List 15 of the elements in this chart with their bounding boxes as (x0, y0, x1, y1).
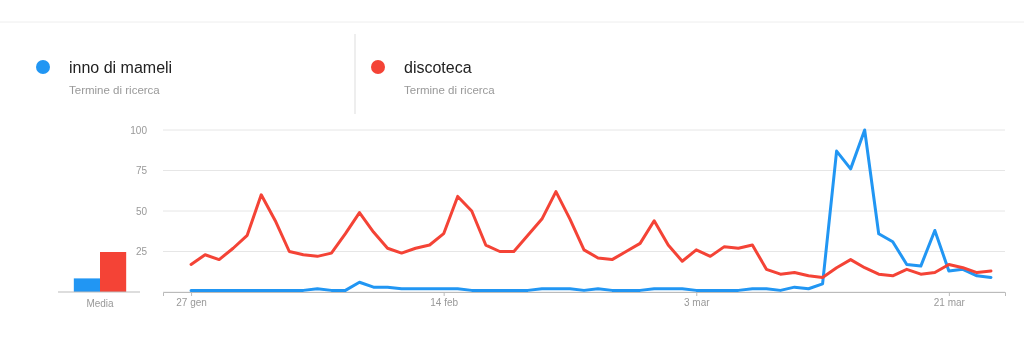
x-tick-label: 3 mar (683, 297, 711, 309)
text: Termine di ricerca (69, 84, 161, 96)
legend-label: inno di mameli (69, 59, 173, 76)
y-tick-label: 100 (130, 124, 148, 136)
x-tick-label: 14 feb (430, 297, 459, 309)
y-tick-label: 25 (135, 246, 148, 258)
line-series (189, 190, 993, 279)
line-series (189, 128, 993, 292)
y-tick-label: 50 (135, 205, 148, 217)
x-tick-label: 27 gen (176, 297, 207, 309)
legend-label: discoteca (404, 59, 472, 76)
x-tick-label: 21 mar (933, 297, 966, 309)
x-tick-label: Media (86, 298, 115, 310)
text: Termine di ricerca (404, 84, 496, 96)
y-tick-label: 75 (135, 165, 148, 177)
